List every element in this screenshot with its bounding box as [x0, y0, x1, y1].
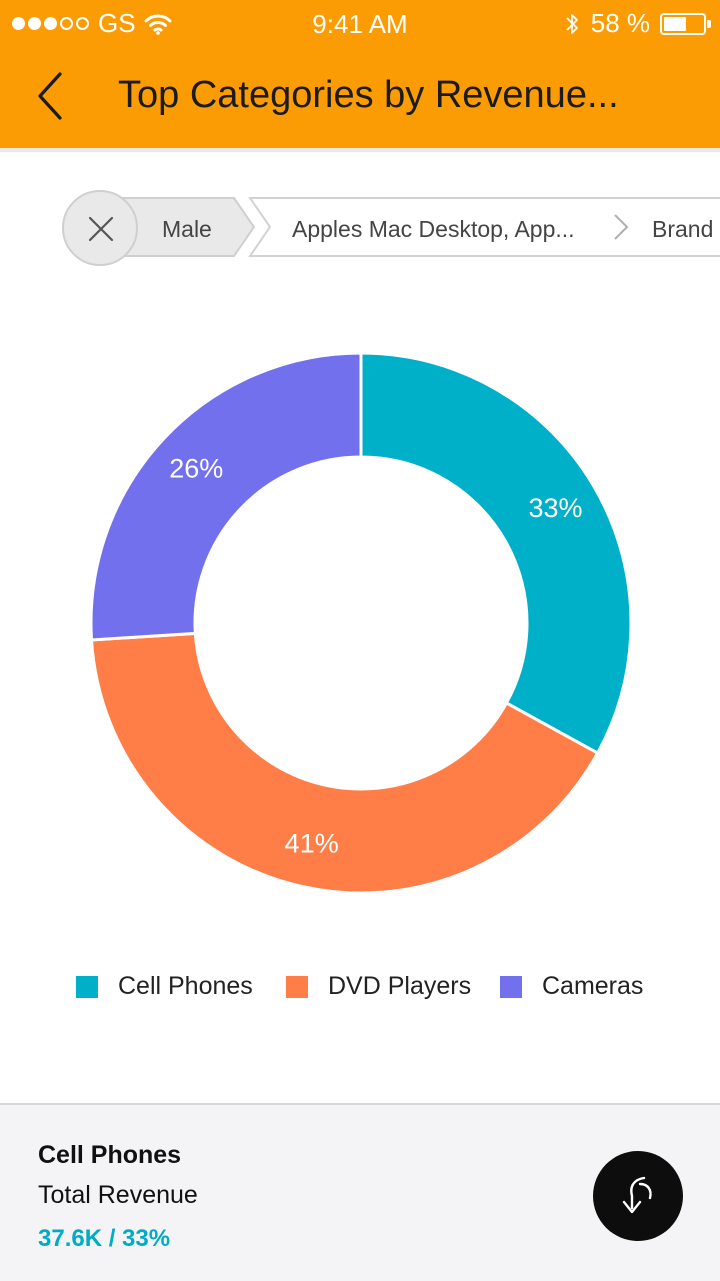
donut-chart: 33% 41% 26%	[0, 300, 720, 940]
status-left: GS	[12, 8, 172, 39]
chevron-left-icon	[38, 72, 62, 120]
legend-item-cameras[interactable]: Cameras	[500, 972, 643, 1001]
donut-chart-svg: 33% 41% 26%	[89, 351, 633, 895]
metric-label: Total Revenue	[38, 1181, 198, 1209]
breadcrumb-item-male[interactable]: Male	[162, 216, 212, 242]
legend-item-cell-phones[interactable]: Cell Phones	[76, 972, 253, 1001]
signal-dot	[76, 17, 89, 30]
legend-label: Cell Phones	[118, 972, 253, 1000]
breadcrumb-segment-outline	[248, 197, 720, 257]
slice-label-cell-phones: 33%	[529, 493, 583, 523]
back-button[interactable]	[22, 66, 82, 126]
wifi-icon	[144, 14, 172, 35]
selected-category-name: Cell Phones	[38, 1141, 182, 1169]
status-right: 58 %	[565, 8, 711, 39]
signal-dot	[28, 17, 41, 30]
signal-strength-icon	[12, 17, 92, 30]
clear-filters-button[interactable]	[62, 190, 138, 266]
status-time: 9:41 AM	[312, 9, 408, 39]
detail-panel: Cell Phones Total Revenue 37.6K / 33%	[0, 1103, 720, 1281]
legend-label: Cameras	[542, 972, 644, 1000]
carrier-name: GS	[98, 8, 136, 38]
battery-fill	[664, 16, 687, 31]
page-title: Top Categories by Revenue...	[118, 74, 619, 116]
legend-swatch	[76, 975, 98, 998]
breadcrumb-item-category[interactable]: Apples Mac Desktop, App...	[292, 216, 575, 242]
drill-down-button[interactable]	[593, 1151, 683, 1241]
legend-label: DVD Players	[328, 972, 472, 1000]
legend-swatch	[286, 975, 308, 998]
signal-dot	[12, 17, 25, 30]
slice-label-dvd-players: 41%	[285, 829, 339, 859]
donut-slice-cameras[interactable]	[89, 351, 363, 642]
donut-slice-cell-phones[interactable]	[359, 351, 633, 756]
legend-item-dvd-players[interactable]: DVD Players	[286, 972, 471, 1001]
battery-percent: 58 %	[590, 8, 650, 38]
drill-down-arrow-icon	[622, 1176, 652, 1214]
legend-swatch	[500, 975, 522, 998]
status-bar: GS 9:41 AM 58 %	[0, 0, 720, 44]
signal-dot	[44, 17, 57, 30]
nav-bar: Top Categories by Revenue...	[0, 44, 720, 148]
close-icon	[88, 216, 114, 242]
breadcrumb: Male Apples Mac Desktop, App... Brand	[0, 186, 720, 274]
signal-dot	[60, 17, 73, 30]
chart-legend: Cell Phones DVD Players Cameras	[0, 972, 720, 1008]
bluetooth-icon	[566, 13, 578, 34]
breadcrumb-shapes	[99, 197, 720, 257]
donut-slice-dvd-players[interactable]	[89, 631, 600, 895]
nav-divider	[0, 148, 720, 152]
metric-value: 37.6K / 33%	[38, 1225, 171, 1252]
breadcrumb-item-brand[interactable]: Brand	[652, 216, 714, 242]
slice-label-cameras: 26%	[169, 453, 223, 483]
breadcrumb-separator-icon	[614, 214, 629, 240]
battery-icon	[660, 12, 711, 35]
